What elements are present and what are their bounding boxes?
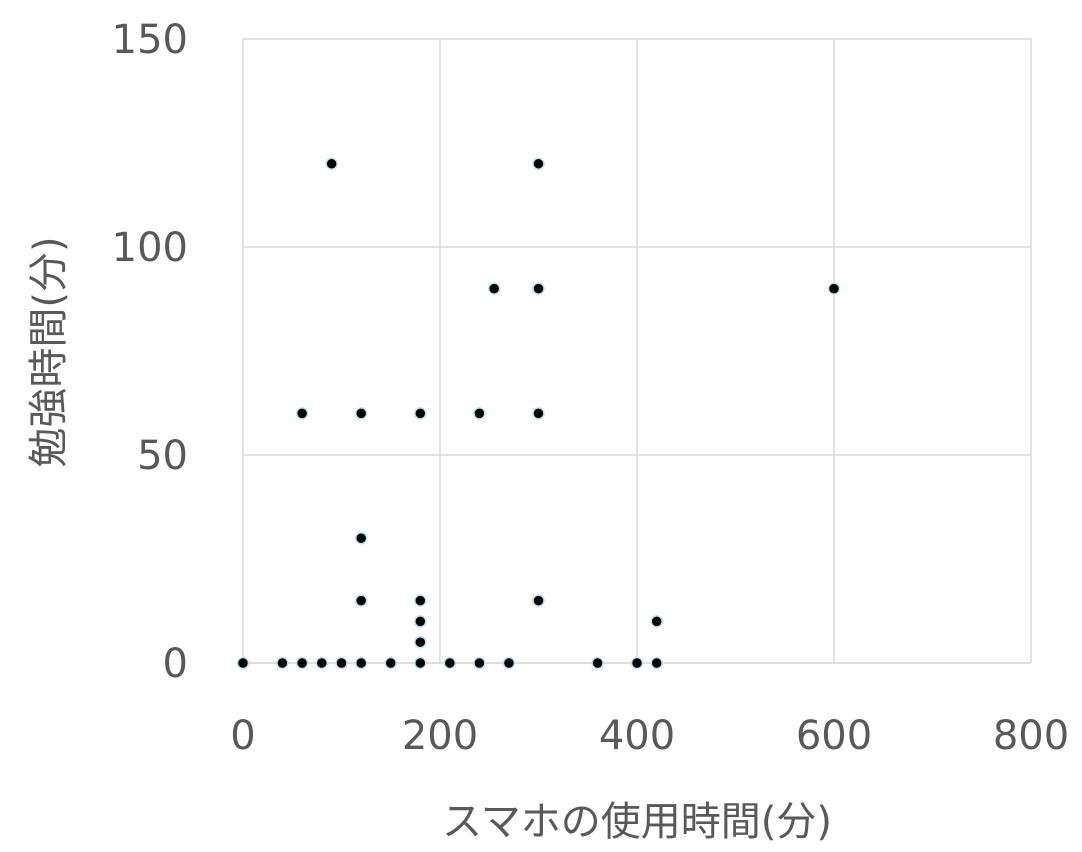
data-point — [414, 615, 427, 628]
data-point — [827, 282, 841, 295]
data-points — [236, 157, 841, 670]
data-point — [532, 594, 545, 607]
data-point — [473, 656, 486, 670]
data-point — [354, 594, 368, 607]
y-tick-label: 50 — [137, 433, 188, 479]
data-point — [532, 282, 545, 295]
data-point — [276, 656, 289, 670]
data-point — [335, 656, 348, 670]
data-point — [532, 157, 545, 171]
data-point — [487, 282, 501, 295]
data-point — [295, 656, 309, 670]
data-point — [414, 407, 427, 420]
data-point — [414, 594, 427, 607]
grid-layer — [243, 38, 1032, 663]
x-tick-label: 0 — [230, 713, 255, 759]
y-tick-label: 150 — [112, 17, 188, 63]
x-tick-label: 200 — [402, 713, 478, 759]
data-point — [532, 407, 545, 420]
tick-labels: 0 50 100 150 0 200 400 600 800 — [112, 17, 1070, 759]
data-point — [354, 656, 368, 670]
data-point — [414, 635, 427, 649]
data-point — [315, 656, 329, 670]
y-axis-title: 勉強時間(分) — [26, 236, 72, 467]
data-point — [650, 656, 663, 670]
x-tick-label: 600 — [796, 713, 872, 759]
data-point — [414, 656, 427, 670]
x-axis-title: スマホの使用時間(分) — [442, 799, 832, 845]
data-point — [354, 531, 368, 545]
data-point — [650, 615, 663, 628]
data-point — [384, 656, 397, 670]
data-point — [325, 157, 338, 171]
data-point — [295, 407, 309, 420]
data-point — [502, 656, 516, 670]
data-point — [236, 656, 250, 670]
x-tick-label: 400 — [599, 713, 675, 759]
data-point — [591, 656, 604, 670]
data-point — [443, 656, 457, 670]
data-point — [354, 407, 368, 420]
data-point — [473, 407, 486, 420]
y-tick-label: 0 — [163, 641, 188, 687]
x-tick-label: 800 — [993, 713, 1069, 759]
y-tick-label: 100 — [112, 225, 188, 271]
data-point — [630, 656, 644, 670]
